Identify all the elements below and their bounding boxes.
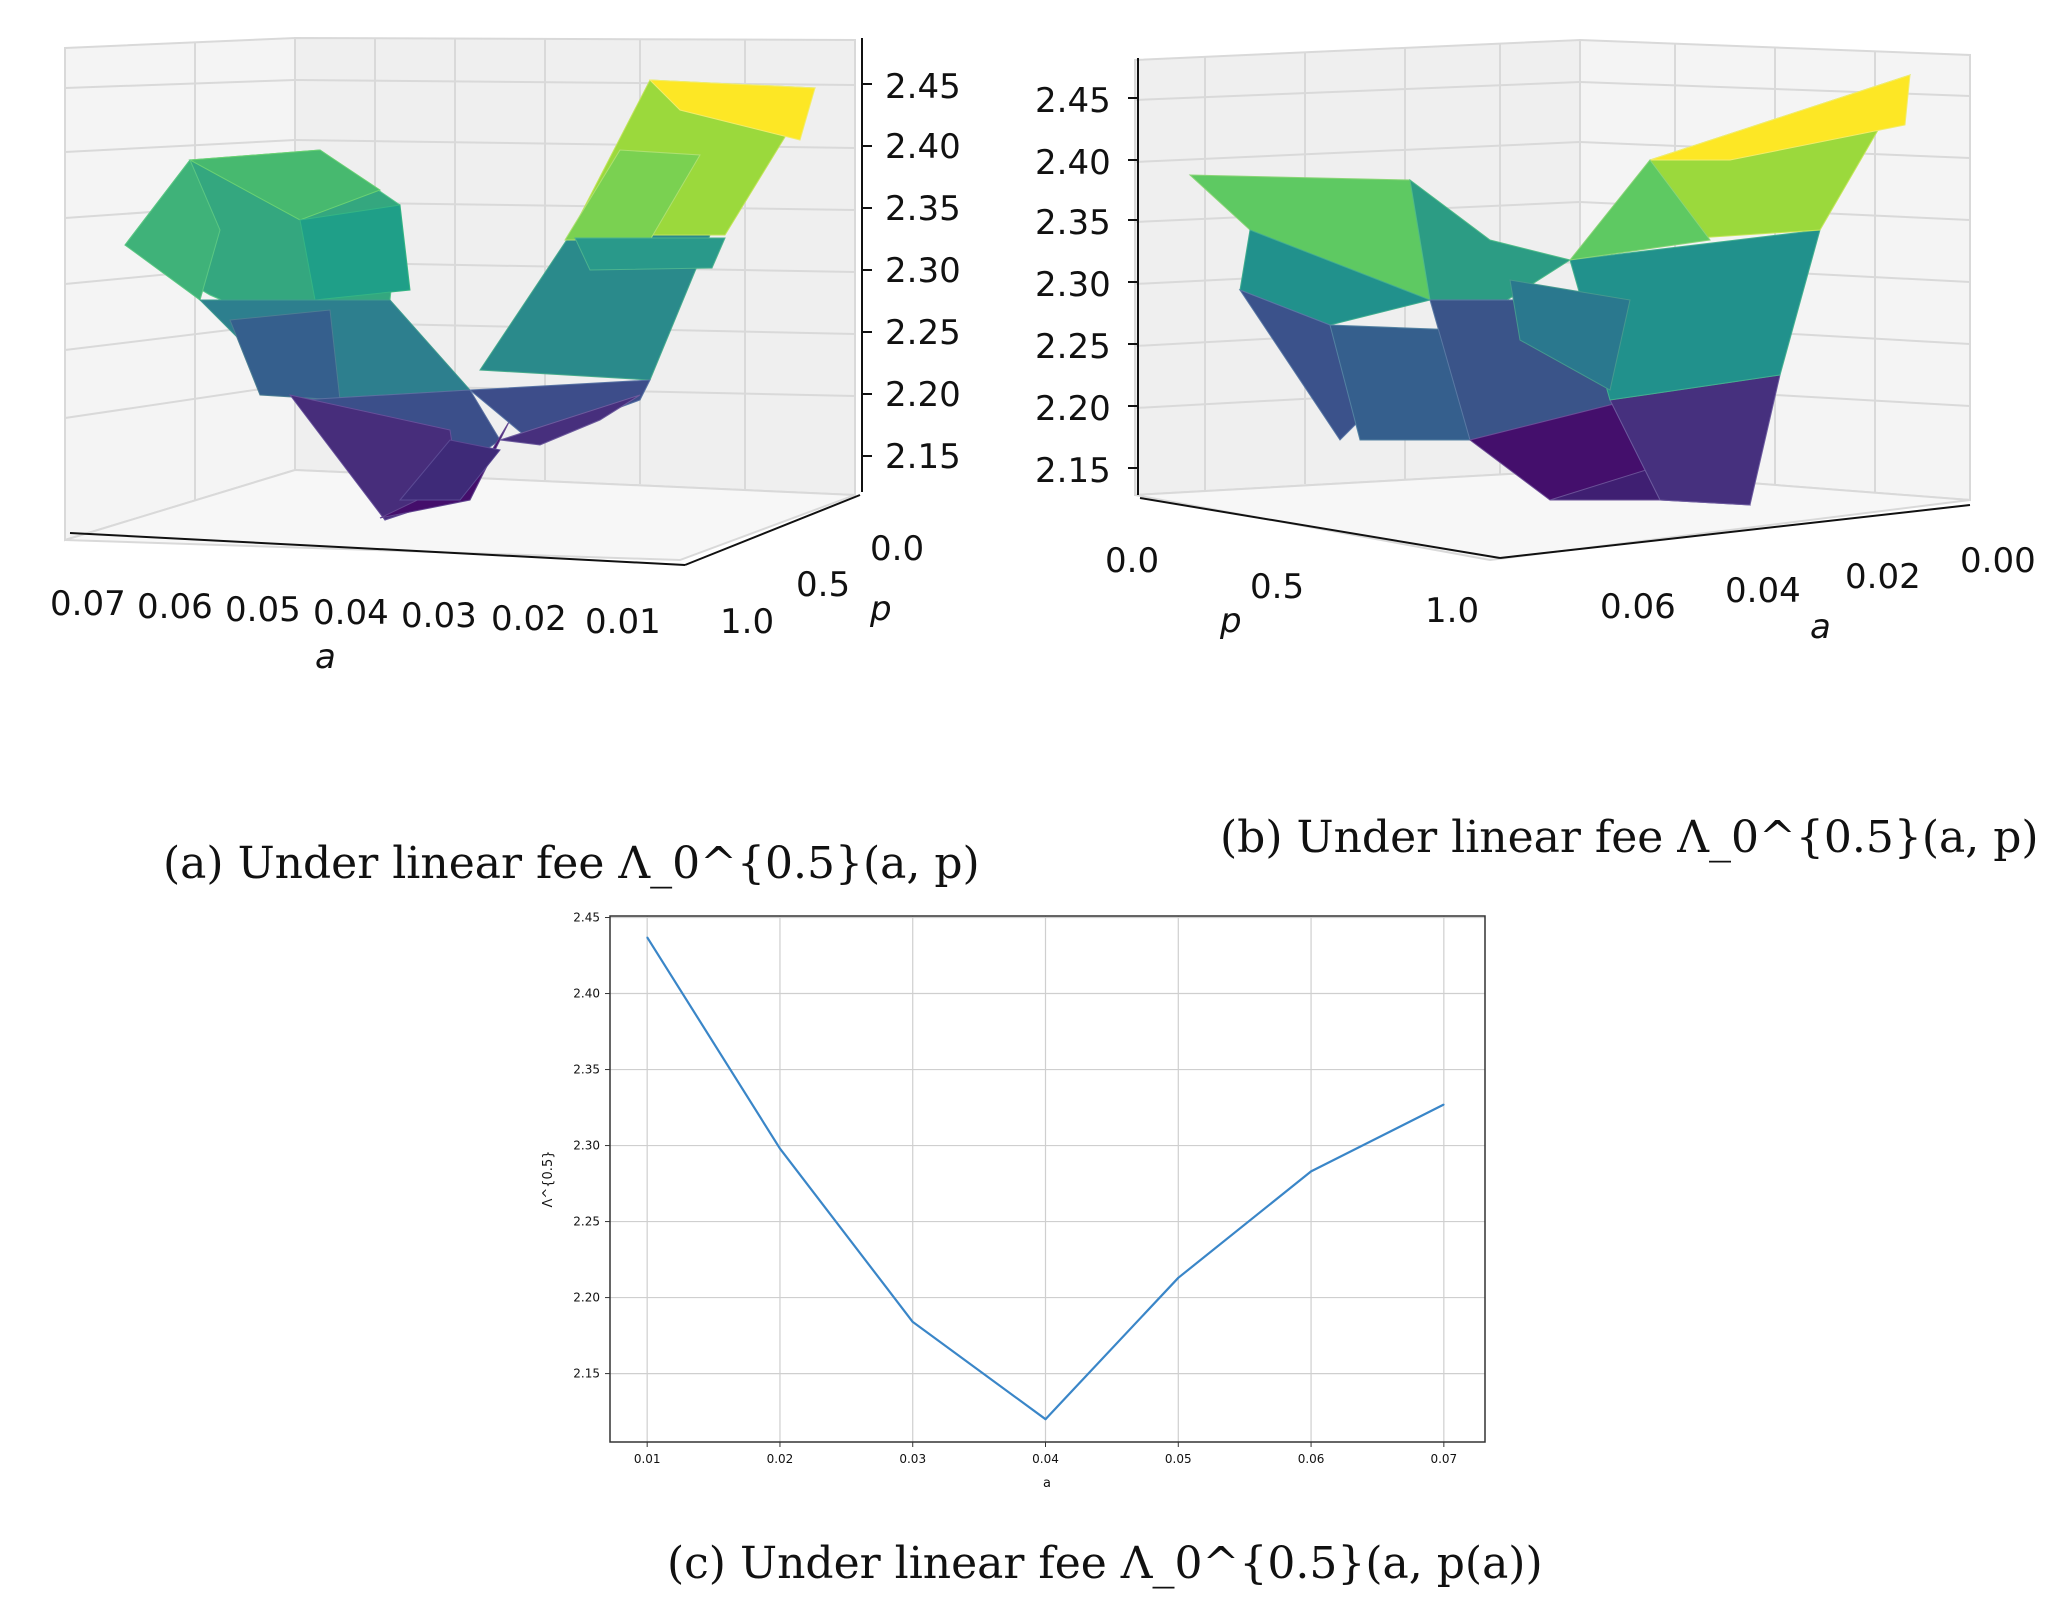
- panel-b-x-axis: [1139, 497, 1971, 559]
- panel-c-series: [646, 936, 1445, 1421]
- panel-b-y-axis-label: a: [1810, 607, 1831, 647]
- y-tick-label: 2.20: [573, 1291, 600, 1305]
- x-tick-label: 0.05: [1165, 1452, 1192, 1466]
- panel-a-caption-math: Λ_0^{0.5}(a, p): [618, 838, 980, 889]
- panel-b-x-axis-label: p: [1219, 601, 1242, 641]
- y-tick-label: 2.25: [573, 1215, 600, 1229]
- panel-b-x-tick: 0.5: [1250, 567, 1304, 607]
- x-tick-label: 0.04: [1032, 1452, 1059, 1466]
- panel-c-caption-text: Under linear fee: [739, 1538, 1107, 1589]
- panel-a-z-tick: 2.45: [885, 67, 961, 107]
- x-tick-label: 0.01: [634, 1452, 661, 1466]
- data-point: [1443, 1103, 1445, 1106]
- panel-b-z-tick: 2.40: [1035, 143, 1111, 183]
- panel-c-grid: [610, 916, 1485, 1442]
- panel-a-x-tick: 0.05: [225, 590, 301, 630]
- panel-a-x-tick: 0.06: [137, 587, 213, 627]
- panel-b-x-tick: 1.0: [1425, 591, 1479, 631]
- y-tick-label: 2.30: [573, 1139, 600, 1153]
- panel-a-y-tick-labels: 0.0 0.5 1.0 p: [720, 529, 924, 642]
- panel-b-y-tick-labels: 0.06 0.04 0.02 0.00 a: [1600, 541, 2036, 647]
- panel-b-surface: [1188, 74, 1912, 506]
- panel-a-x-tick: 0.04: [313, 593, 389, 633]
- panel-c-caption-math: Λ_0^{0.5}(a, p(a)): [1120, 1538, 1543, 1589]
- panel-b-z-tick: 2.20: [1035, 389, 1111, 429]
- panel-b-z-axis: [1128, 58, 1139, 495]
- x-tick-label: 0.02: [767, 1452, 794, 1466]
- panel-a-caption-label: (a): [163, 838, 224, 889]
- panel-b-y-tick: 0.04: [1725, 571, 1801, 611]
- panel-c-y-axis-label: Λ^{0.5}: [541, 1150, 556, 1207]
- panel-b-caption-math: Λ_0^{0.5}(a, p): [1677, 812, 2039, 863]
- panel-b-z-tick: 2.30: [1035, 265, 1111, 305]
- x-tick-label: 0.07: [1430, 1452, 1457, 1466]
- panel-a-z-tick: 2.15: [885, 437, 961, 477]
- panel-b-y-tick: 0.00: [1960, 541, 2036, 581]
- panel-b-y-tick: 0.02: [1845, 557, 1921, 597]
- panel-c-y-ticks: 2.45 2.40 2.35 2.30 2.25 2.20 2.15: [573, 911, 610, 1381]
- panel-b-z-tick: 2.15: [1035, 451, 1111, 491]
- panel-a-x-tick-labels: 0.07 0.06 0.05 0.04 0.03 0.02 0.01 a: [50, 584, 661, 677]
- y-tick-label: 2.40: [573, 987, 600, 1001]
- data-point: [1310, 1170, 1312, 1173]
- panel-b-y-tick: 0.06: [1600, 587, 1676, 627]
- panel-b-caption: (b) Under linear fee Λ_0^{0.5}(a, p): [1220, 812, 2039, 863]
- x-tick-label: 0.03: [899, 1452, 926, 1466]
- data-point: [1044, 1418, 1047, 1420]
- panel-c-caption: (c) Under linear fee Λ_0^{0.5}(a, p(a)): [667, 1538, 1543, 1589]
- panel-a-z-tick: 2.25: [885, 313, 961, 353]
- panel-a-x-tick: 0.02: [491, 599, 567, 639]
- y-tick-label: 2.35: [573, 1063, 600, 1077]
- panel-b-z-tick-labels: 2.45 2.40 2.35 2.30 2.25 2.20 2.15: [1035, 81, 1111, 491]
- panel-a-y-tick: 0.5: [796, 565, 850, 605]
- panel-b-caption-label: (b): [1220, 812, 1283, 863]
- panel-b-surface-plot: 2.45 2.40 2.35 2.30 2.25 2.20 2.15 0.0 0…: [1035, 38, 2036, 647]
- panel-a-z-tick: 2.40: [885, 127, 961, 167]
- data-point: [779, 1147, 781, 1150]
- data-point: [911, 1321, 914, 1323]
- panel-a-z-tick: 2.30: [885, 251, 961, 291]
- panel-b-z-tick: 2.25: [1035, 327, 1111, 367]
- data-point: [1177, 1277, 1180, 1279]
- panel-a-y-tick: 0.0: [870, 529, 924, 569]
- panel-c-caption-label: (c): [667, 1538, 726, 1589]
- panel-c-x-axis-label: a: [1043, 1476, 1051, 1491]
- panel-a-surface: [124, 79, 816, 521]
- panel-a-z-tick: 2.35: [885, 189, 961, 229]
- panel-b-z-tick: 2.45: [1035, 81, 1111, 121]
- panel-a-x-tick: 0.03: [401, 596, 477, 636]
- y-tick-label: 2.15: [573, 1367, 600, 1381]
- data-point: [646, 936, 648, 939]
- panel-b-x-tick-labels: 0.0 0.5 1.0 p: [1105, 541, 1479, 641]
- panel-a-x-tick: 0.07: [50, 584, 126, 624]
- panel-c-plot-frame: [609, 915, 1486, 1443]
- panel-a-x-axis-label: a: [315, 637, 336, 677]
- x-tick-label: 0.06: [1298, 1452, 1325, 1466]
- panel-a-x-tick: 0.01: [585, 602, 661, 642]
- panel-a-caption: (a) Under linear fee Λ_0^{0.5}(a, p): [163, 838, 980, 889]
- panel-c-x-ticks: 0.01 0.02 0.03 0.04 0.05 0.06 0.07: [634, 1442, 1457, 1466]
- panel-c-line-chart: 0.01 0.02 0.03 0.04 0.05 0.06 0.07 2.45 2.40 2.3…: [541, 911, 1486, 1491]
- panel-a-y-axis-label: p: [869, 589, 892, 629]
- panel-a-y-tick: 1.0: [720, 602, 774, 642]
- panel-b-x-tick: 0.0: [1105, 541, 1159, 581]
- panel-a-x-axis: [69, 494, 861, 566]
- panel-a-caption-text: Under linear fee: [237, 838, 605, 889]
- panel-b-caption-text: Under linear fee: [1296, 812, 1664, 863]
- panel-b-z-tick: 2.35: [1035, 203, 1111, 243]
- y-tick-label: 2.45: [573, 911, 600, 925]
- panel-a-z-axis: [861, 38, 872, 492]
- panel-a-z-tick: 2.20: [885, 375, 961, 415]
- panel-a-surface-plot: 2.45 2.40 2.35 2.30 2.25 2.20 2.15 0.07 …: [50, 36, 961, 677]
- panel-a-z-tick-labels: 2.45 2.40 2.35 2.30 2.25 2.20 2.15: [885, 67, 961, 477]
